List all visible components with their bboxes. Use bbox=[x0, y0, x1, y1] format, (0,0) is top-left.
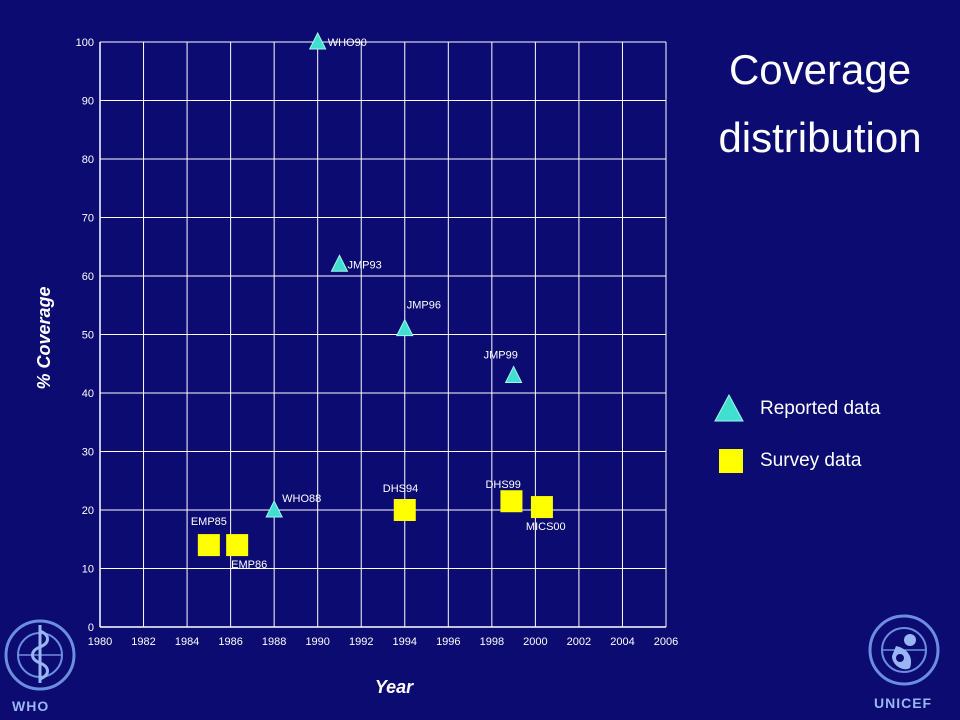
x-tick-label: 1992 bbox=[349, 636, 373, 648]
data-point-label: MICS00 bbox=[526, 521, 566, 533]
y-tick-label: 50 bbox=[82, 330, 94, 342]
y-tick-label: 30 bbox=[82, 447, 94, 459]
chart-title-line-2: distribution bbox=[718, 114, 922, 161]
x-tick-label: 1998 bbox=[480, 636, 504, 648]
x-tick-label: 2000 bbox=[523, 636, 547, 648]
y-tick-label: 100 bbox=[76, 37, 94, 49]
x-tick-label: 1988 bbox=[262, 636, 286, 648]
legend-label-survey: Survey data bbox=[760, 450, 862, 471]
x-tick-label: 1994 bbox=[393, 636, 417, 648]
data-point-label: JMP93 bbox=[347, 259, 381, 271]
legend-item-reported: Reported data bbox=[716, 394, 880, 424]
x-tick-label: 1996 bbox=[436, 636, 460, 648]
y-tick-label: 40 bbox=[82, 388, 94, 400]
y-tick-label: 70 bbox=[82, 213, 94, 225]
chart-axes bbox=[99, 42, 666, 628]
chart-grid bbox=[99, 41, 667, 628]
x-tick-label: 2002 bbox=[567, 636, 591, 648]
data-point-label: EMP86 bbox=[231, 559, 267, 571]
survey-data-point bbox=[393, 499, 416, 521]
legend-square-icon bbox=[719, 449, 743, 473]
x-tick-label: 1986 bbox=[218, 636, 242, 648]
survey-data-point bbox=[530, 496, 553, 519]
reported-data-point bbox=[504, 365, 523, 383]
unicef-logo-icon bbox=[868, 614, 940, 686]
who-logo-label: WHO bbox=[12, 698, 50, 714]
y-tick-label: 90 bbox=[82, 96, 94, 108]
legend-label-reported: Reported data bbox=[760, 398, 881, 419]
x-tick-label: 2004 bbox=[610, 636, 634, 648]
reported-data-point bbox=[265, 499, 283, 518]
reported-data-point bbox=[395, 318, 414, 337]
data-point-label: WHO88 bbox=[282, 493, 321, 505]
data-point-label: DHS99 bbox=[485, 479, 520, 491]
chart-marks: WHO88 WHO90 JMP93 JMP96 JMP99 EMP85 EMP86 DHS94… bbox=[191, 31, 566, 571]
legend-item-survey: Survey data bbox=[716, 446, 861, 476]
reported-data-point bbox=[308, 31, 327, 50]
x-tick-label: 1980 bbox=[88, 636, 112, 648]
unicef-logo-label: UNICEF bbox=[874, 695, 933, 711]
legend-triangle-spacer bbox=[716, 394, 746, 424]
data-point-label: DHS94 bbox=[383, 483, 418, 495]
y-axis-label: % Coverage bbox=[34, 286, 54, 389]
x-axis-label: Year bbox=[375, 677, 414, 697]
y-tick-label: 10 bbox=[82, 564, 94, 576]
data-point-label: EMP85 bbox=[191, 516, 227, 528]
survey-data-point bbox=[500, 490, 523, 513]
survey-data-point bbox=[197, 534, 220, 557]
chart-title-line-1: Coverage bbox=[728, 46, 912, 93]
who-logo-icon bbox=[4, 619, 76, 691]
y-tick-label: 20 bbox=[82, 505, 94, 517]
data-point-label: JMP96 bbox=[407, 300, 441, 312]
legend-triangle-icon bbox=[714, 393, 744, 422]
x-tick-label: 1982 bbox=[131, 636, 155, 648]
x-tick-label: 1990 bbox=[305, 636, 329, 648]
reported-data-point bbox=[330, 254, 349, 272]
x-tick-label: 2006 bbox=[654, 636, 678, 648]
chart-tick-labels: 1980 1982 1984 1986 1988 1990 1992 1994 1996 1998… bbox=[76, 37, 679, 648]
x-tick-label: 1984 bbox=[175, 636, 199, 648]
y-tick-label: 0 bbox=[88, 622, 94, 634]
survey-data-point bbox=[226, 534, 249, 557]
data-point-label: WHO90 bbox=[328, 37, 367, 49]
y-tick-label: 60 bbox=[82, 271, 94, 283]
data-point-label: JMP99 bbox=[484, 349, 518, 361]
y-tick-label: 80 bbox=[82, 154, 94, 166]
